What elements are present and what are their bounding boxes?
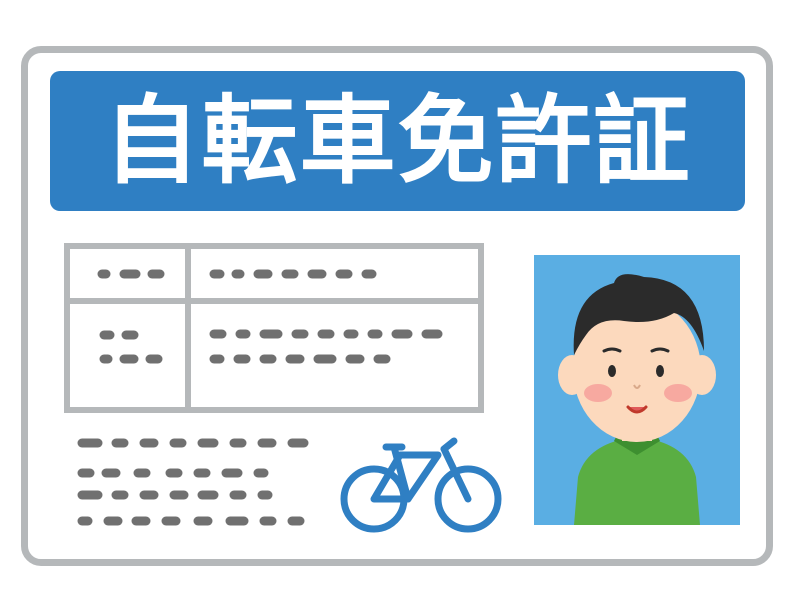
table-placeholder-dashes xyxy=(97,269,443,364)
person-portrait-icon xyxy=(534,255,740,525)
bicycle-icon xyxy=(340,437,502,533)
license-title: 自転車免許証 xyxy=(103,85,692,197)
license-header: 自転車免許証 xyxy=(50,71,745,211)
info-table xyxy=(64,243,484,413)
info-placeholder-lines xyxy=(77,438,309,526)
bicycle-license-card: 自転車免許証 xyxy=(21,46,773,566)
